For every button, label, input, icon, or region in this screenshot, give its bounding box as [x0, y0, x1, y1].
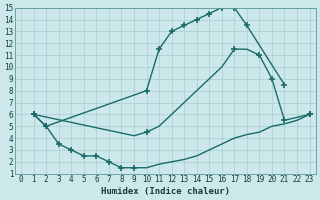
X-axis label: Humidex (Indice chaleur): Humidex (Indice chaleur)	[101, 187, 230, 196]
